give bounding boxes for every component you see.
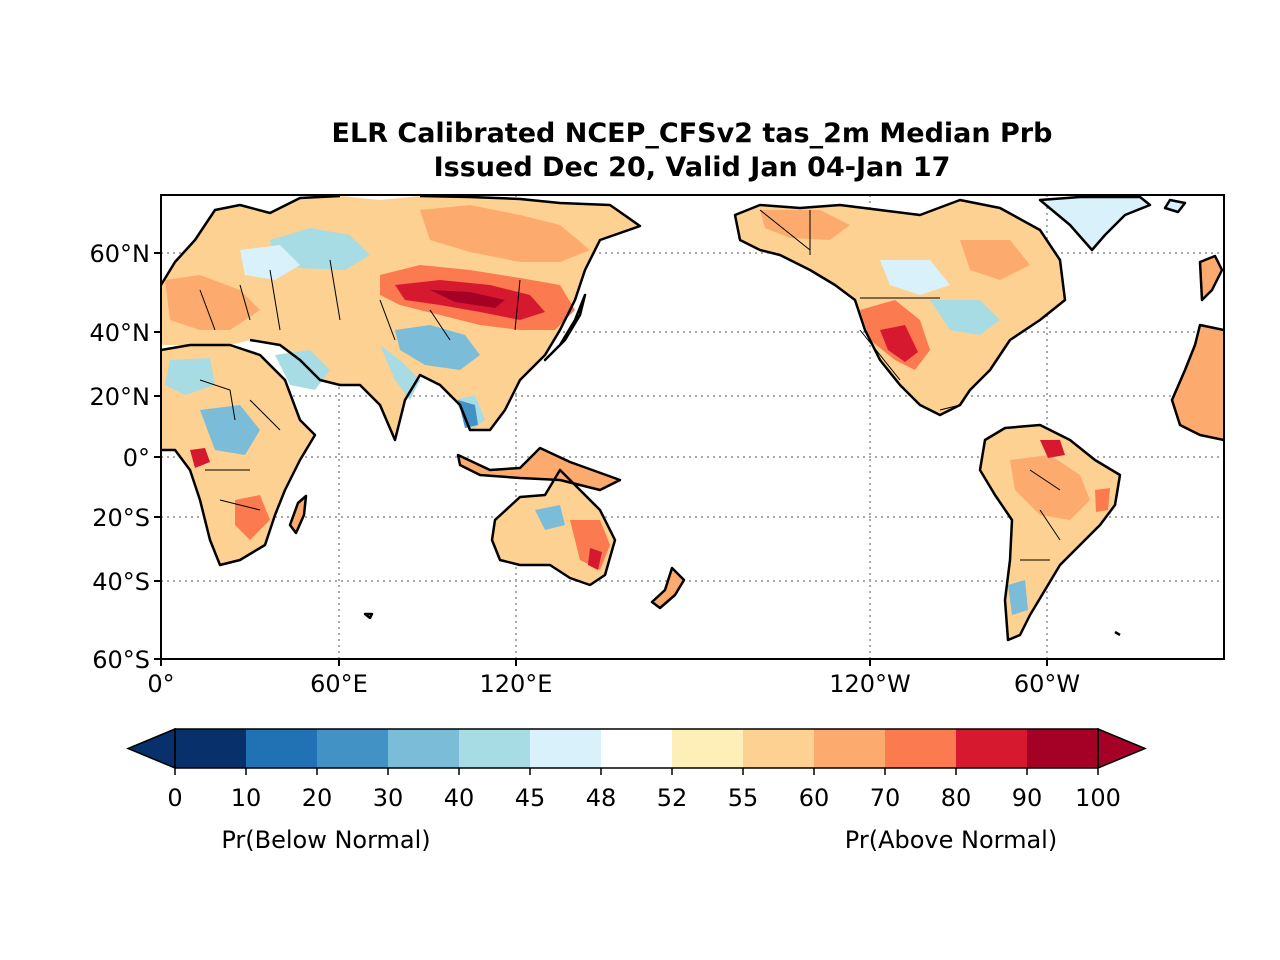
lon-labels: 0° 60°E 120°E 120°W 60°W xyxy=(147,670,1080,698)
colorbar-tick-label: 30 xyxy=(373,784,404,812)
lat-label-0: 0° xyxy=(123,444,150,472)
colorbar-bin xyxy=(530,729,602,768)
colorbar-bin xyxy=(246,729,318,768)
colorbar-extend-high xyxy=(1097,727,1147,770)
colorbar-label-below: Pr(Below Normal) xyxy=(221,826,430,854)
lon-label-0: 0° xyxy=(147,670,174,698)
land-madagascar xyxy=(290,496,306,533)
colorbar-bin xyxy=(956,729,1028,768)
land-west-africa-right xyxy=(1172,325,1224,440)
colorbar-bin xyxy=(175,729,247,768)
colorbar-outline xyxy=(174,728,1099,769)
lat-label-60n: 60°N xyxy=(90,240,151,268)
colorbar-bin xyxy=(743,729,815,768)
map-data-layer xyxy=(161,195,1224,659)
colorbar-tick-label: 0 xyxy=(167,784,182,812)
map-title-line1: ELR Calibrated NCEP_CFSv2 tas_2m Median … xyxy=(331,118,1053,149)
land-nz xyxy=(652,568,684,608)
colorbar: 0 10 20 30 40 45 48 52 55 60 70 80 90 100 xyxy=(126,727,1147,812)
colorbar-bin xyxy=(459,729,531,768)
colorbar-tick-label: 10 xyxy=(231,784,262,812)
colorbar-label-above: Pr(Above Normal) xyxy=(845,826,1057,854)
lon-label-60w: 60°W xyxy=(1014,670,1080,698)
map-title-line2: Issued Dec 20, Valid Jan 04-Jan 17 xyxy=(433,152,951,183)
map-frame xyxy=(160,194,1225,660)
colorbar-bin xyxy=(317,729,389,768)
colorbar-bin xyxy=(814,729,886,768)
country-borders xyxy=(199,209,1061,561)
lon-label-120e: 120°E xyxy=(480,670,553,698)
land-britain-right xyxy=(1200,256,1222,300)
land-greenland xyxy=(1040,197,1150,250)
colorbar-bin xyxy=(885,729,957,768)
colorbar-tick-label: 40 xyxy=(444,784,475,812)
lat-label-20s: 20°S xyxy=(92,504,150,532)
anomaly-patches xyxy=(165,205,1110,615)
land-indonesia xyxy=(458,448,620,490)
lat-label-40n: 40°N xyxy=(90,319,151,347)
colorbar-bin xyxy=(1027,729,1099,768)
lat-label-40s: 40°S xyxy=(92,568,150,596)
lat-label-20n: 20°N xyxy=(90,383,151,411)
colorbar-tick-label: 70 xyxy=(870,784,901,812)
lat-labels: 60°N 40°N 20°N 0° 20°S 40°S 60°S xyxy=(90,240,151,674)
coastlines xyxy=(161,195,1224,642)
lon-label-60e: 60°E xyxy=(310,670,368,698)
colorbar-bin xyxy=(388,729,460,768)
colorbar-tick-label: 48 xyxy=(586,784,617,812)
colorbar-tick-label: 80 xyxy=(941,784,972,812)
lat-label-60s: 60°S xyxy=(92,646,150,674)
colorbar-tick-label: 60 xyxy=(799,784,830,812)
colorbar-tick-label: 90 xyxy=(1012,784,1043,812)
colorbar-bin xyxy=(601,729,673,768)
colorbar-bin xyxy=(672,729,744,768)
axis-ticks xyxy=(154,252,1048,666)
colorbar-tick-label: 45 xyxy=(515,784,546,812)
colorbar-tick-label: 52 xyxy=(657,784,688,812)
colorbar-tick-label: 20 xyxy=(302,784,333,812)
colorbar-tick-label: 100 xyxy=(1075,784,1121,812)
lon-label-120w: 120°W xyxy=(829,670,911,698)
colorbar-extend-low xyxy=(126,727,176,770)
colorbar-tick-label: 55 xyxy=(728,784,759,812)
